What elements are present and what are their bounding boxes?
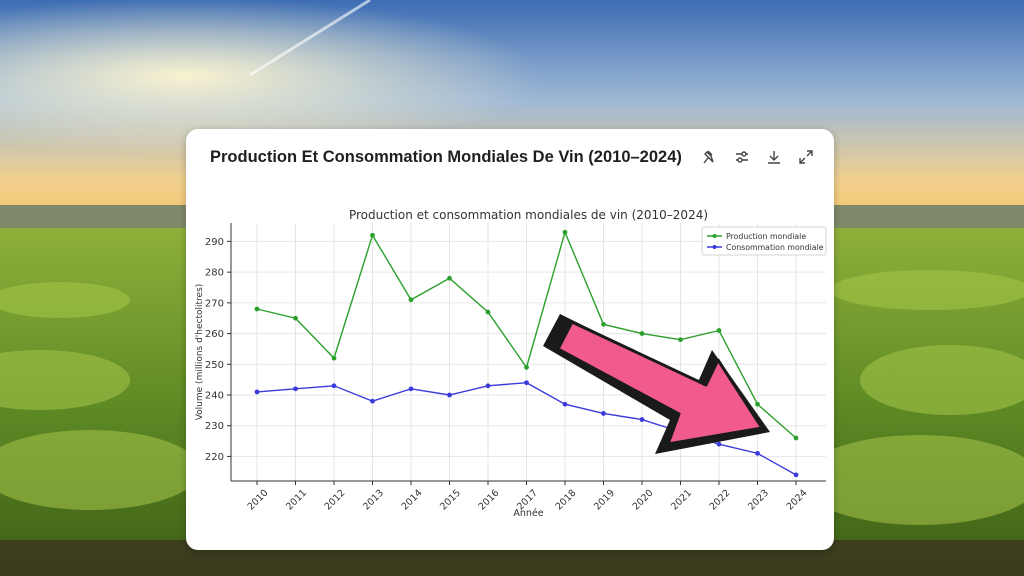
y-axis-label: Volume (millions d'hectolitres) [195, 284, 205, 421]
x-tick-label: 2018 [554, 488, 579, 513]
data-point [562, 229, 568, 235]
data-point [601, 321, 606, 327]
data-point [678, 429, 683, 435]
chart-title: Production et consommation mondiales de … [349, 208, 708, 222]
data-point [716, 328, 722, 333]
data-point [447, 275, 452, 281]
data-point [601, 411, 606, 416]
data-point [793, 435, 799, 441]
data-point [408, 297, 414, 303]
data-point [293, 315, 298, 321]
data-point [639, 331, 645, 336]
x-tick-label: 2016 [477, 488, 502, 513]
data-point [485, 309, 491, 315]
y-tick-label: 260 [205, 329, 224, 340]
x-tick-label: 2011 [284, 488, 309, 513]
data-point [254, 306, 260, 312]
y-tick-label: 230 [205, 421, 224, 432]
card-toolbar [700, 147, 816, 167]
settings-sliders-icon[interactable] [732, 147, 752, 167]
data-point [293, 386, 298, 392]
legend-label: Production mondiale [726, 232, 806, 241]
legend-marker [712, 245, 717, 249]
data-point [408, 386, 414, 392]
data-point [755, 450, 760, 456]
x-tick-label: 2014 [400, 488, 425, 513]
data-point [254, 389, 260, 395]
legend-label: Consommation mondiale [726, 243, 824, 252]
data-point [755, 401, 760, 407]
pin-icon[interactable] [700, 147, 720, 167]
chart-card: 220 230 240 250 260 270 280 290 2010 2011 2012 2013… [186, 129, 834, 550]
x-tick-label: 2022 [708, 488, 733, 513]
data-point [370, 232, 375, 238]
data-point [524, 364, 529, 370]
y-tick-label: 220 [205, 452, 224, 463]
y-tick-label: 290 [205, 237, 224, 248]
download-icon[interactable] [764, 147, 784, 167]
x-tick-label: 2021 [669, 488, 694, 513]
data-point [716, 441, 722, 447]
y-tick-label: 280 [205, 268, 224, 279]
data-point [678, 337, 683, 343]
x-tick-label: 2010 [246, 488, 271, 513]
y-tick-label: 250 [205, 360, 224, 371]
line-chart: 220 230 240 250 260 270 280 290 2010 2011 2012 2013… [195, 208, 827, 519]
data-point [485, 383, 491, 389]
expand-icon[interactable] [796, 147, 816, 167]
data-point [639, 417, 645, 422]
data-point [793, 472, 799, 478]
legend-box [701, 226, 827, 256]
data-point [331, 355, 337, 361]
data-point [524, 380, 529, 386]
x-tick-label: 2024 [785, 488, 810, 513]
x-tick-label: 2023 [746, 488, 771, 513]
card-title: Production Et Consommation Mondiales De … [210, 148, 682, 166]
data-point [562, 401, 568, 407]
data-point [370, 398, 375, 404]
data-point [447, 392, 452, 398]
x-tick-label: 2013 [361, 488, 386, 513]
x-tick-label: 2020 [631, 488, 656, 513]
x-tick-label: 2012 [323, 488, 348, 513]
y-tick-label: 240 [205, 391, 224, 402]
y-tick-label: 270 [205, 298, 224, 309]
x-tick-label: 2015 [438, 488, 463, 513]
x-axis-label: Année [513, 508, 543, 519]
data-point [331, 383, 337, 389]
legend-marker [712, 234, 717, 238]
x-tick-label: 2019 [592, 488, 617, 513]
